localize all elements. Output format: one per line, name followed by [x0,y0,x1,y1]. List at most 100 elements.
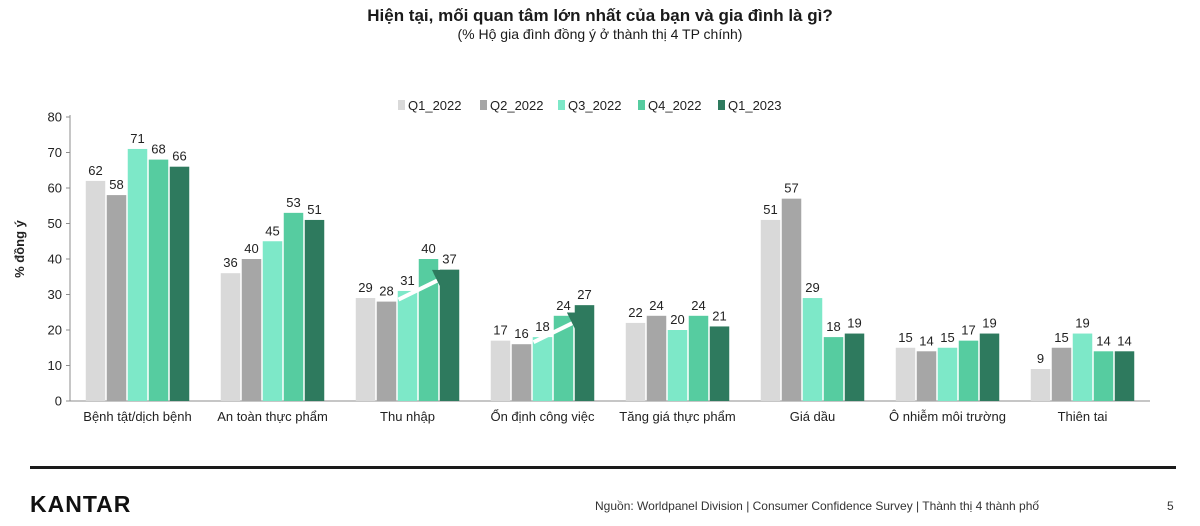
bar-q1-2023 [709,326,730,401]
bar-q3-2022 [397,290,418,401]
y-tick-label: 80 [48,110,62,125]
data-label: 58 [109,177,123,192]
bar-q1-2022 [220,273,241,401]
legend-label: Q1_2023 [728,98,782,113]
y-tick-label: 50 [48,216,62,231]
bar-q1-2023 [439,269,460,401]
data-label: 71 [130,131,144,146]
data-label: 18 [535,319,549,334]
data-label: 17 [493,323,507,338]
x-tick-label: Tăng giá thực phẩm [619,409,735,424]
bar-q1-2022 [1030,369,1051,401]
data-label: 29 [805,280,819,295]
data-label: 27 [577,287,591,302]
legend-swatch [558,100,565,110]
legend-label: Q1_2022 [408,98,462,113]
bar-q4-2022 [958,340,979,401]
bar-q4-2022 [688,315,709,401]
data-label: 9 [1037,351,1044,366]
chart-subtitle: (% Hộ gia đình đồng ý ở thành thị 4 TP c… [457,26,743,42]
bar-q4-2022 [1093,351,1114,401]
bar-q2-2022 [781,198,802,401]
bar-q1-2022 [760,219,781,401]
data-label: 16 [514,326,528,341]
y-tick-label: 70 [48,145,62,160]
bar-q1-2022 [85,180,106,401]
legend-swatch [718,100,725,110]
source-note: Nguồn: Worldpanel Division | Consumer Co… [595,499,1040,513]
data-label: 31 [400,273,414,288]
bar-q1-2023 [1114,351,1135,401]
kantar-logo: KANTAR [30,491,132,517]
data-label: 15 [898,330,912,345]
x-tick-label: Ổn định công việc [490,409,595,424]
bar-q4-2022 [283,212,304,401]
data-label: 53 [286,195,300,210]
y-tick-label: 10 [48,358,62,373]
y-axis-label: % đồng ý [12,219,27,278]
bar-q2-2022 [511,344,532,401]
footer-divider [30,466,1176,469]
bar-q4-2022 [553,315,574,401]
trend-arrow-icon [397,269,459,302]
bar-q1-2022 [355,298,376,401]
y-tick-label: 0 [55,394,62,409]
legend-label: Q4_2022 [648,98,702,113]
y-tick-label: 40 [48,252,62,267]
bar-q1-2023 [304,219,325,401]
data-label: 29 [358,280,372,295]
data-label: 15 [1054,330,1068,345]
bar-q3-2022 [937,347,958,401]
data-label: 20 [670,312,684,327]
data-label: 51 [307,202,321,217]
data-label: 15 [940,330,954,345]
bar-q1-2022 [895,347,916,401]
data-label: 14 [919,333,933,348]
page-number: 5 [1167,499,1174,513]
bar-q3-2022 [802,298,823,401]
bar-q3-2022 [667,330,688,401]
bar-q2-2022 [646,315,667,401]
bar-q3-2022 [1072,333,1093,401]
trend-arrow-icon [532,312,594,344]
bar-q2-2022 [1051,347,1072,401]
data-label: 19 [1075,316,1089,331]
data-label: 24 [691,298,705,313]
legend-label: Q3_2022 [568,98,622,113]
data-label: 24 [556,298,570,313]
data-label: 28 [379,284,393,299]
legend-swatch [398,100,405,110]
data-label: 51 [763,202,777,217]
bar-q4-2022 [418,259,439,401]
bar-q2-2022 [106,195,127,401]
legend-swatch [480,100,487,110]
x-tick-label: Thiên tai [1058,409,1108,424]
bar-q4-2022 [823,337,844,401]
data-label: 36 [223,255,237,270]
data-label: 17 [961,323,975,338]
data-label: 57 [784,181,798,196]
data-label: 62 [88,163,102,178]
bar-q1-2023 [844,333,865,401]
x-tick-label: Ô nhiễm môi trường [889,409,1006,424]
bar-q1-2022 [625,322,646,401]
data-label: 68 [151,142,165,157]
bar-q1-2023 [169,166,190,401]
x-tick-label: Giá dầu [790,409,836,424]
data-label: 21 [712,308,726,323]
data-label: 40 [244,241,258,256]
data-label: 14 [1117,333,1131,348]
data-label: 45 [265,223,279,238]
data-label: 19 [847,316,861,331]
data-label: 14 [1096,333,1110,348]
legend-swatch [638,100,645,110]
y-tick-label: 20 [48,323,62,338]
x-tick-label: Bệnh tật/dịch bệnh [83,409,191,424]
bar-chart: 0 10 20 30 40 50 60 70 80 % đồng ý 62 58 71 68 66 Bệnh … [12,98,1150,424]
x-tick-label: An toàn thực phẩm [217,409,328,424]
legend-label: Q2_2022 [490,98,544,113]
bar-q2-2022 [241,259,262,401]
data-label: 19 [982,316,996,331]
bar-q2-2022 [916,351,937,401]
data-label: 22 [628,305,642,320]
